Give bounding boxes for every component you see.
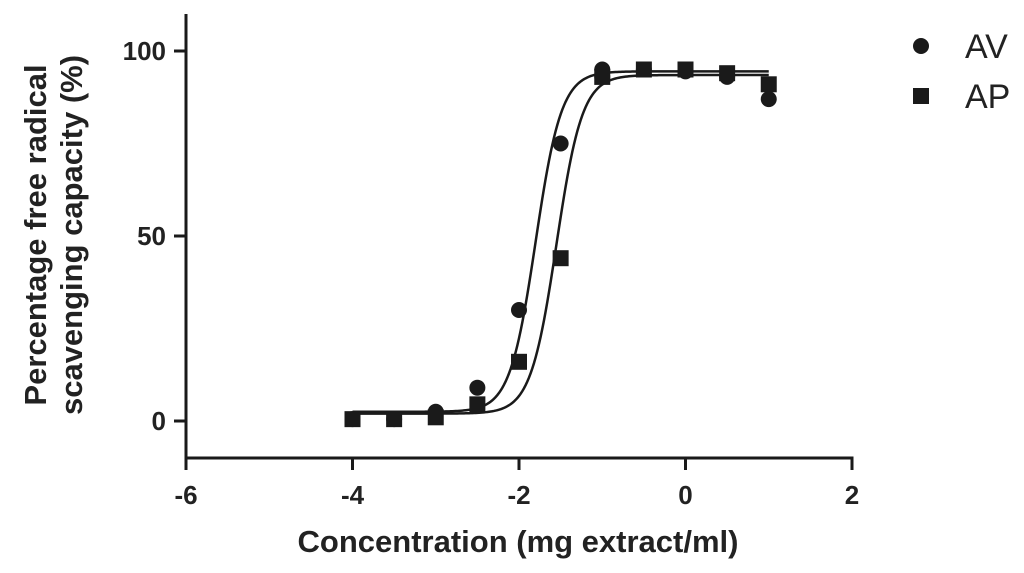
data-point-av xyxy=(760,91,777,108)
fit-curve-av xyxy=(352,70,769,413)
data-point-ap xyxy=(469,396,486,413)
y-tick-label: 0 xyxy=(152,406,166,436)
y-axis-title: Percentage free radical scavenging capac… xyxy=(18,55,89,415)
y-tick-label: 100 xyxy=(123,36,166,66)
legend-label-av: AV xyxy=(965,28,1008,66)
legend-marker-ap xyxy=(913,88,929,104)
legend-label-ap: AP xyxy=(965,78,1010,116)
data-point-av xyxy=(511,302,527,318)
data-point-ap xyxy=(511,353,527,370)
x-tick-label: 2 xyxy=(845,480,859,510)
data-points xyxy=(344,61,777,428)
data-point-ap xyxy=(760,76,777,93)
x-tick-label: 0 xyxy=(678,480,692,510)
y-axis-title-line-2: scavenging capacity (%) xyxy=(54,55,89,415)
data-point-av xyxy=(469,379,486,396)
x-tick-label: -4 xyxy=(341,480,365,510)
legend-marker-av xyxy=(913,38,929,54)
x-tick-label: -6 xyxy=(174,480,197,510)
y-tick-label: 50 xyxy=(137,221,166,251)
data-point-av xyxy=(552,135,569,152)
data-point-ap xyxy=(719,65,736,82)
data-point-ap xyxy=(635,61,652,78)
fit-curves xyxy=(352,70,769,415)
fit-curve-ap xyxy=(352,73,769,415)
y-axis-title-line-1: Percentage free radical xyxy=(18,64,53,405)
legend: AV AP xyxy=(913,28,1010,116)
x-tick-label: -2 xyxy=(507,480,530,510)
data-point-ap xyxy=(386,411,403,428)
axes: -6 -4 -2 0 2 0 50 100 xyxy=(123,14,859,510)
data-point-ap xyxy=(594,68,611,85)
data-point-ap xyxy=(552,250,569,267)
data-point-ap xyxy=(427,409,444,426)
data-point-ap xyxy=(677,61,694,78)
data-point-ap xyxy=(344,411,361,428)
x-axis-title: Concentration (mg extract/ml) xyxy=(298,524,739,559)
